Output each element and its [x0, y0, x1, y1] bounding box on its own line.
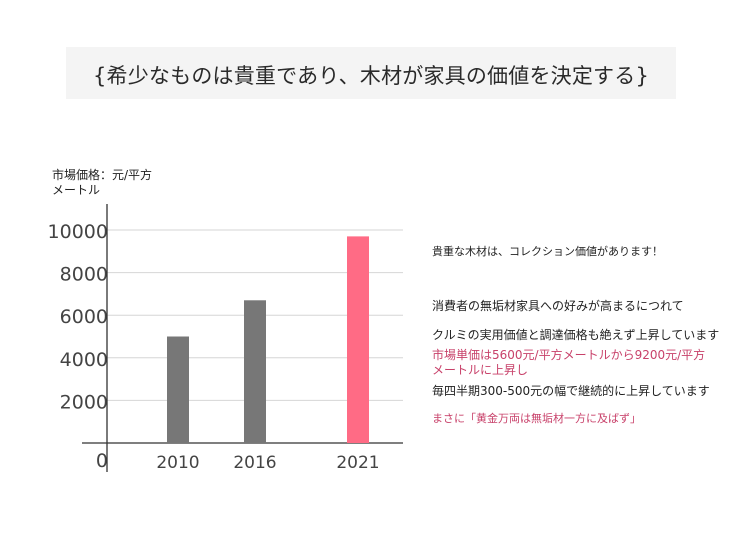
note-unit-price-line-1: 市場単価は5600元/平方メートルから9200元/平方	[432, 348, 706, 362]
note-collection-value: 貴重な木材は、コレクション価値があります！	[432, 245, 663, 258]
y-axis-label-line-1: 市場価格：元/平方	[52, 168, 153, 182]
note-proverb: まさに「黄金万両は無垢材一方に及ばず」	[432, 412, 641, 425]
page-title: {希少なものは貴重であり、木材が家具の価値を決定する}	[92, 64, 650, 88]
y-tick-label-2000: 2000	[60, 391, 108, 413]
bar-2021	[347, 236, 369, 443]
y-tick-label-4000: 4000	[60, 349, 108, 371]
title-band	[66, 47, 676, 99]
bar-2016	[244, 300, 266, 443]
note-quarterly-increase: 毎四半期300-500元の幅で継続的に上昇しています	[432, 384, 710, 398]
y-tick-label-0: 0	[96, 450, 108, 472]
x-tick-label-2021: 2021	[336, 453, 379, 473]
y-axis-label-line-2: メートル	[52, 183, 101, 197]
y-tick-label-8000: 8000	[60, 264, 108, 286]
y-tick-label-10000: 10000	[48, 221, 108, 243]
bar-2010	[167, 336, 189, 443]
x-tick-label-2010: 2010	[156, 453, 199, 473]
y-tick-label-6000: 6000	[60, 306, 108, 328]
note-walnut-price-rising: クルミの実用価値と調達価格も絶えず上昇しています	[432, 328, 720, 342]
note-consumer-preference: 消費者の無垢材家具への好みが高まるにつれて	[432, 299, 684, 313]
note-unit-price-line-2: メートルに上昇し	[432, 363, 529, 377]
x-tick-label-2016: 2016	[233, 453, 276, 473]
